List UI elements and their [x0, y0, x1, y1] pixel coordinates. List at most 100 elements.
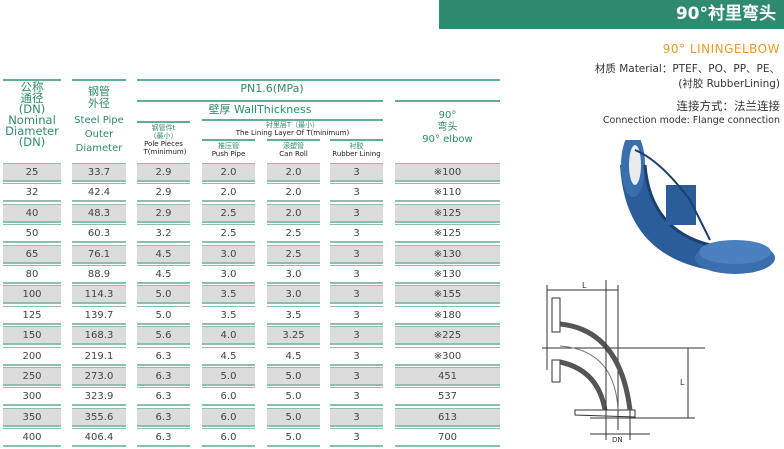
material-line1: 材质 Material：PTEF、PO、PP、PE、	[594, 63, 780, 75]
cell-rubber-lining: 3	[330, 367, 383, 386]
cell-pole-pieces: 6.3	[137, 407, 190, 427]
cell-outer-diameter: 48.3	[72, 203, 126, 223]
label-l-top: L	[582, 281, 587, 290]
cell-outer-diameter: 88.9	[72, 265, 126, 284]
cell-pole-pieces: 6.3	[137, 428, 190, 448]
cell-pole-pieces: 5.0	[137, 305, 190, 325]
cell-elbow-dimension: ※110	[395, 183, 500, 203]
cell-outer-diameter: 323.9	[72, 387, 126, 407]
cell-can-roll: 2.0	[267, 203, 320, 223]
cell-pole-pieces: 3.2	[137, 224, 190, 244]
cell-outer-diameter: 219.1	[72, 346, 126, 366]
cell-outer-diameter: 273.0	[72, 367, 126, 386]
cell-pole-pieces: 4.5	[137, 244, 190, 264]
cell-can-roll: 3.0	[267, 285, 320, 305]
cell-elbow-dimension: ※100	[395, 163, 500, 182]
header-push: 推压管 Push Pipe	[211, 142, 246, 158]
cell-elbow-dimension: 613	[395, 407, 500, 427]
cell-dn: 150	[3, 326, 61, 346]
material-line2: (衬胶 RubberLining)	[678, 78, 780, 90]
cell-rubber-lining: 3	[330, 224, 383, 244]
cell-dn: 250	[3, 367, 61, 386]
cell-push-pipe: 3.5	[202, 285, 255, 305]
cell-elbow-dimension: ※130	[395, 265, 500, 284]
cell-outer-diameter: 139.7	[72, 305, 126, 325]
cell-can-roll: 5.0	[267, 367, 320, 386]
title-banner: 90°衬里弯头	[439, 0, 784, 29]
cell-can-roll: 3.25	[267, 326, 320, 346]
cell-elbow-dimension: ※300	[395, 346, 500, 366]
cell-can-roll: 2.5	[267, 244, 320, 264]
connection-cn: 连接方式：法兰连接	[676, 99, 781, 113]
cell-elbow-dimension: 700	[395, 428, 500, 448]
cell-push-pipe: 2.5	[202, 224, 255, 244]
cell-push-pipe: 2.0	[202, 163, 255, 182]
cell-pole-pieces: 5.6	[137, 326, 190, 346]
cell-rubber-lining: 3	[330, 326, 383, 346]
header-dn: 公称通径 (DN) Nominal Diameter (DN)	[5, 80, 59, 149]
cell-outer-diameter: 114.3	[72, 285, 126, 305]
cell-can-roll: 5.0	[267, 407, 320, 427]
cell-pole-pieces: 5.0	[137, 285, 190, 305]
cell-push-pipe: 4.0	[202, 326, 255, 346]
cell-push-pipe: 6.0	[202, 407, 255, 427]
cell-push-pipe: 3.0	[202, 244, 255, 264]
connection-en: Connection mode: Flange connection	[602, 115, 780, 126]
cell-elbow-dimension: ※180	[395, 305, 500, 325]
cell-elbow-dimension: ※125	[395, 203, 500, 223]
cell-elbow-dimension: 537	[395, 387, 500, 407]
cell-rubber-lining: 3	[330, 387, 383, 407]
cell-outer-diameter: 355.6	[72, 407, 126, 427]
cell-dn: 65	[3, 244, 61, 264]
cell-dn: 400	[3, 428, 61, 448]
cell-push-pipe: 3.5	[202, 305, 255, 325]
cell-can-roll: 3.0	[267, 265, 320, 284]
header-od: 钢管外径 Steel Pipe Outer Diameter	[74, 85, 124, 155]
header-rubber: 衬胶 Rubber Lining	[332, 142, 381, 158]
cell-pole-pieces: 2.9	[137, 163, 190, 182]
header-pressure: PN1.6(MPa)	[240, 82, 304, 95]
cell-outer-diameter: 76.1	[72, 244, 126, 264]
cell-elbow-dimension: ※155	[395, 285, 500, 305]
cell-rubber-lining: 3	[330, 305, 383, 325]
cell-dn: 80	[3, 265, 61, 284]
elbow-photo	[620, 140, 775, 274]
cell-dn: 100	[3, 285, 61, 305]
cell-rubber-lining: 3	[330, 428, 383, 448]
cell-can-roll: 5.0	[267, 428, 320, 448]
label-dn: DN	[612, 436, 623, 444]
cell-pole-pieces: 6.3	[137, 387, 190, 407]
cell-pole-pieces: 6.3	[137, 367, 190, 386]
cell-dn: 32	[3, 183, 61, 203]
cell-dn: 350	[3, 407, 61, 427]
cell-push-pipe: 4.5	[202, 346, 255, 366]
cell-rubber-lining: 3	[330, 183, 383, 203]
cell-push-pipe: 6.0	[202, 387, 255, 407]
cell-pole-pieces: 4.5	[137, 265, 190, 284]
cell-can-roll: 5.0	[267, 387, 320, 407]
cell-rubber-lining: 3	[330, 244, 383, 264]
cell-dn: 25	[3, 163, 61, 182]
cell-dn: 125	[3, 305, 61, 325]
cell-elbow-dimension: ※225	[395, 326, 500, 346]
cell-rubber-lining: 3	[330, 265, 383, 284]
label-l-side: L	[680, 378, 685, 387]
header-pole: 钢管件t（最小） Pole Pieces T(minimum)	[143, 124, 187, 156]
cell-rubber-lining: 3	[330, 163, 383, 182]
cell-pole-pieces: 2.9	[137, 183, 190, 203]
cell-can-roll: 3.5	[267, 305, 320, 325]
cell-dn: 50	[3, 224, 61, 244]
header-lining: 衬里层T（最小） The Lining Layer Of T(minimum)	[235, 121, 350, 137]
cell-pole-pieces: 6.3	[137, 346, 190, 366]
header-roll: 滚塑管 Can Roll	[279, 142, 308, 158]
cell-outer-diameter: 60.3	[72, 224, 126, 244]
cell-elbow-dimension: ※130	[395, 244, 500, 264]
elbow-drawing: L L DN	[542, 280, 705, 444]
header-wall: 壁厚 WallThickness	[208, 103, 312, 116]
material-info: 材质 Material：PTEF、PO、PP、PE、 (衬胶 RubberLini…	[595, 62, 780, 92]
cell-outer-diameter: 42.4	[72, 183, 126, 203]
cell-push-pipe: 6.0	[202, 428, 255, 448]
cell-elbow-dimension: 451	[395, 367, 500, 386]
cell-push-pipe: 2.5	[202, 203, 255, 223]
cell-dn: 200	[3, 346, 61, 366]
